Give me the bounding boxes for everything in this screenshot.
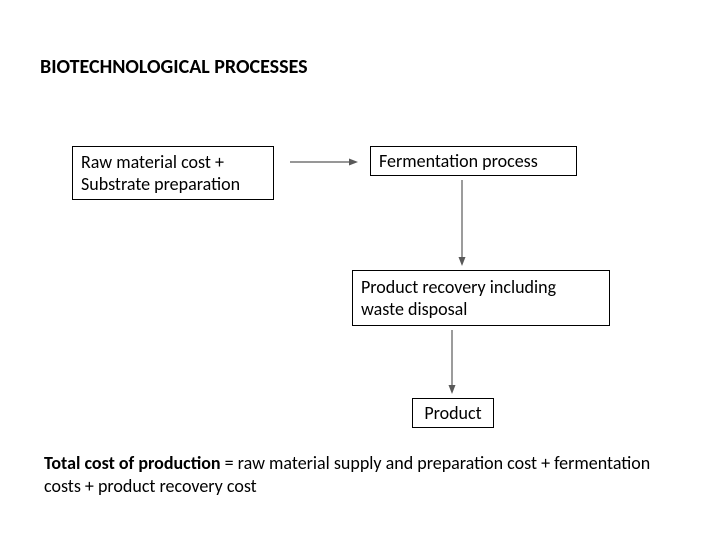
total-cost-formula: Total cost of production = raw material … bbox=[44, 452, 670, 499]
total-cost-label: Total cost of production bbox=[44, 452, 221, 474]
